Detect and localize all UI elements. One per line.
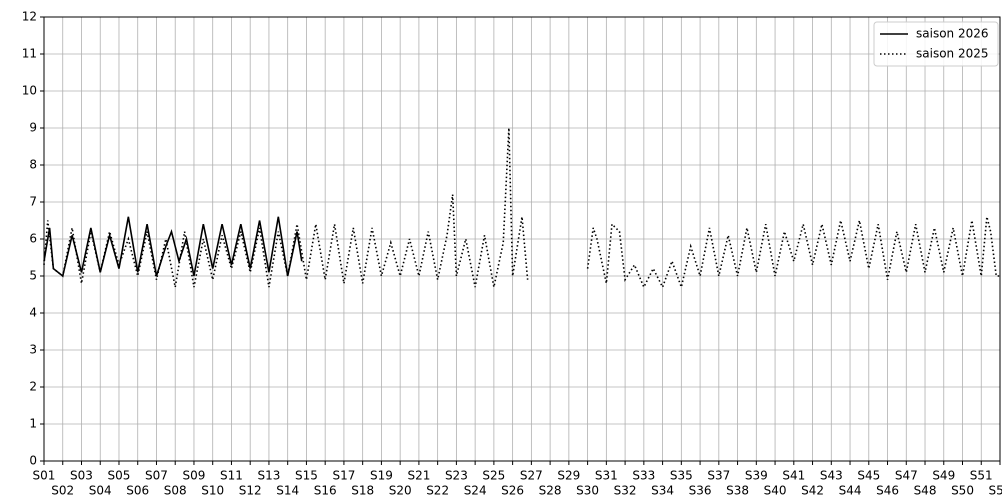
x-tick-label: S52: [989, 484, 1002, 496]
x-tick-label: S31: [595, 469, 618, 483]
y-tick-label: 10: [22, 84, 37, 98]
y-tick-label: 0: [29, 454, 37, 468]
legend-label: saison 2026: [916, 27, 989, 41]
x-tick-label: S37: [707, 469, 730, 483]
x-tick-label: S15: [295, 469, 318, 483]
x-tick-label: S45: [857, 469, 880, 483]
y-tick-label: 2: [29, 380, 37, 394]
x-tick-label: S18: [351, 484, 374, 496]
y-tick-label: 6: [29, 232, 37, 246]
y-tick-label: 9: [29, 121, 37, 135]
x-tick-label: S43: [820, 469, 843, 483]
x-tick-label: S07: [145, 469, 168, 483]
x-tick-label: S16: [314, 484, 337, 496]
x-tick-label: S14: [276, 484, 299, 496]
y-tick-label: 7: [29, 195, 37, 209]
x-tick-label: S01: [33, 469, 56, 483]
x-tick-label: S06: [126, 484, 149, 496]
x-tick-label: S13: [257, 469, 280, 483]
x-tick-label: S04: [89, 484, 112, 496]
series-line: [43, 216, 303, 278]
x-tick-label: S48: [914, 484, 937, 496]
x-tick-label: S25: [482, 469, 505, 483]
x-tick-label: S39: [745, 469, 768, 483]
x-tick-label: S29: [557, 469, 580, 483]
x-tick-label: S34: [651, 484, 674, 496]
y-tick-label: 4: [29, 306, 37, 320]
x-tick-label: S12: [239, 484, 262, 496]
x-tick-label: S51: [970, 469, 993, 483]
x-tick-label: S30: [576, 484, 599, 496]
x-tick-label: S27: [520, 469, 543, 483]
legend-box: [873, 21, 999, 67]
y-tick-label: 11: [22, 47, 37, 61]
legend-label: saison 2025: [916, 47, 989, 61]
x-tick-label: S32: [614, 484, 637, 496]
x-tick-label: S22: [426, 484, 449, 496]
x-tick-label: S03: [70, 469, 93, 483]
x-tick-label: S33: [632, 469, 655, 483]
x-tick-label: S44: [839, 484, 862, 496]
x-tick-label: S40: [764, 484, 787, 496]
x-tick-label: S10: [201, 484, 224, 496]
y-tick-label: 1: [29, 417, 37, 431]
x-tick-label: S21: [407, 469, 430, 483]
x-tick-label: S17: [332, 469, 355, 483]
x-tick-label: S41: [782, 469, 805, 483]
x-tick-label: S26: [501, 484, 524, 496]
y-tick-label: 3: [29, 343, 37, 357]
x-tick-label: S08: [164, 484, 187, 496]
x-tick-label: S02: [51, 484, 74, 496]
x-tick-label: S23: [445, 469, 468, 483]
x-tick-label: S42: [801, 484, 824, 496]
y-tick-label: 5: [29, 269, 37, 283]
x-tick-label: S49: [932, 469, 955, 483]
series-line: [43, 127, 1000, 290]
x-tick-label: S19: [370, 469, 393, 483]
x-tick-label: S35: [670, 469, 693, 483]
x-tick-label: S05: [108, 469, 131, 483]
x-tick-label: S50: [951, 484, 974, 496]
x-tick-label: S20: [389, 484, 412, 496]
x-tick-label: S47: [895, 469, 918, 483]
x-tick-label: S09: [183, 469, 206, 483]
x-tick-label: S11: [220, 469, 243, 483]
y-tick-label: 12: [22, 10, 37, 24]
x-tick-label: S28: [539, 484, 562, 496]
y-tick-label: 8: [29, 158, 37, 172]
x-tick-label: S24: [464, 484, 487, 496]
x-tick-label: S46: [876, 484, 899, 496]
x-tick-label: S36: [689, 484, 712, 496]
plot-frame: [43, 16, 1001, 462]
x-tick-label: S38: [726, 484, 749, 496]
